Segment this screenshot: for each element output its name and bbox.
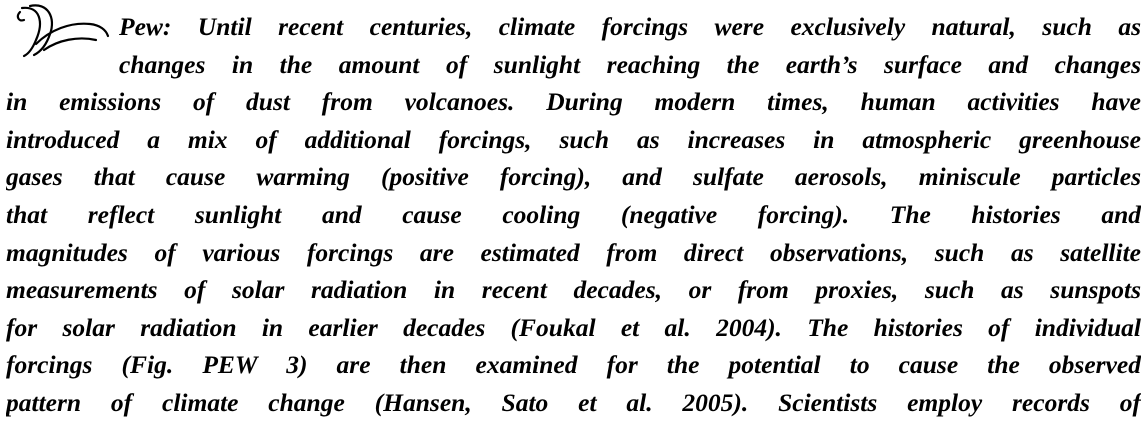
text-line: pattern of climate change (Hansen, Sato … [6, 387, 1141, 417]
paragraph: Pew: Until recent centuries, climate for… [6, 8, 1141, 421]
text-line: magnitudes of various forcings are estim… [6, 237, 1141, 267]
flourish-icon [16, 4, 110, 58]
text-line: Pew: Until recent centuries, climate for… [119, 12, 1141, 41]
text-line: for solar radiation in earlier decades (… [6, 312, 1141, 342]
text-line: introduced a mix of additional forcings,… [6, 124, 1141, 154]
text-line: that reflect sunlight and cause cooling … [6, 199, 1141, 229]
text-line: forcings (Fig. PEW 3) are then examined … [6, 350, 1141, 380]
text-line: in emissions of dust from volcanoes. Dur… [6, 87, 1141, 117]
text-line: measurements of solar radiation in recen… [6, 275, 1141, 305]
text-line: gases that cause warming (positive forci… [6, 162, 1141, 192]
text-line: changes in the amount of sunlight reachi… [119, 49, 1141, 79]
